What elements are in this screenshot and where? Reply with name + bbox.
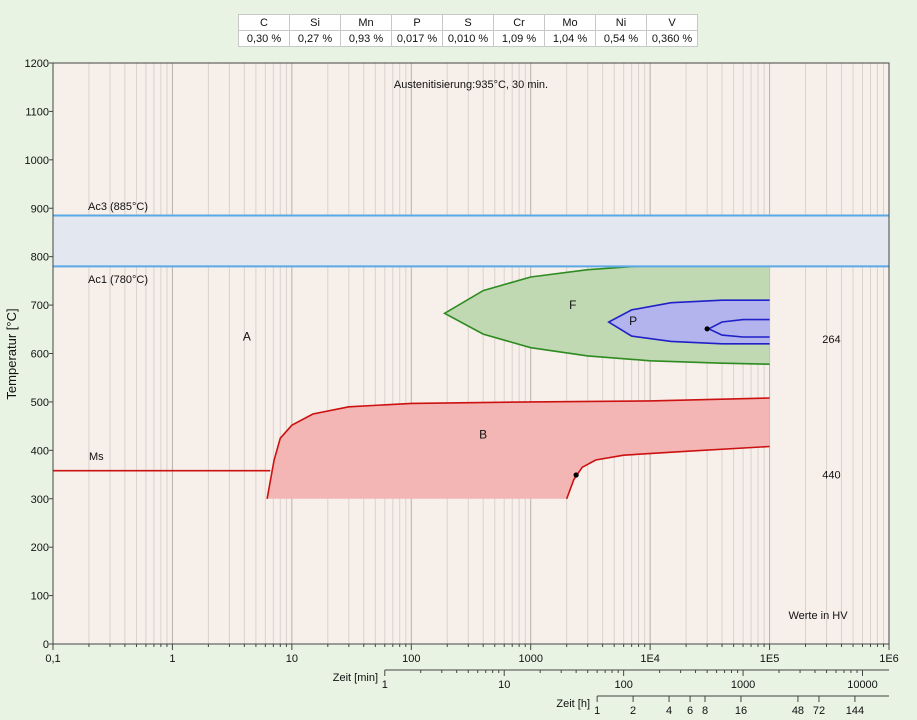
y-tick-label: 600	[31, 349, 49, 361]
y-axis-label: Temperatur [°C]	[4, 308, 19, 399]
y-tick-label: 0	[43, 639, 49, 651]
min-axis-label: Zeit [min]	[333, 672, 378, 684]
y-tick-label: 700	[31, 300, 49, 312]
element-value: 0,93 %	[340, 30, 392, 47]
element-value: 0,30 %	[238, 30, 290, 47]
region-label-p: P	[629, 314, 637, 328]
hour-axis-tick-label: 1	[594, 705, 600, 717]
hour-axis-tick-label: 144	[846, 705, 864, 717]
ac-band	[53, 215, 889, 267]
x-tick-label: 1000	[518, 653, 542, 665]
y-tick-label: 500	[31, 397, 49, 409]
hour-axis-tick-label: 8	[702, 705, 708, 717]
data-point	[704, 326, 710, 332]
region-label-b: B	[479, 427, 487, 441]
min-axis-tick-label: 100	[614, 679, 632, 691]
pearlite-region	[608, 300, 770, 344]
hardness-value: 264	[822, 334, 840, 346]
y-tick-label: 200	[31, 542, 49, 554]
chart-title: Austenitisierung:935°C, 30 min.	[394, 79, 548, 91]
x-tick-label: 100	[402, 653, 420, 665]
x-tick-label: 1E5	[760, 653, 780, 665]
x-tick-label: 1E6	[879, 653, 899, 665]
pearlite-start-curve	[607, 299, 770, 345]
composition-table: C Si Mn P S Cr Mo Ni V 0,30 % 0,27 % 0,9…	[238, 14, 698, 47]
element-value: 0,010 %	[442, 30, 494, 47]
y-tick-label: 1200	[25, 58, 49, 70]
x-tick-label: 10	[286, 653, 298, 665]
region-label-f: F	[569, 298, 576, 312]
y-tick-label: 300	[31, 494, 49, 506]
reference-lines	[53, 214, 889, 472]
x-tick-label: 1	[169, 653, 175, 665]
element-value: 1,09 %	[493, 30, 545, 47]
min-axis-tick-label: 10	[498, 679, 510, 691]
element-value: 0,017 %	[391, 30, 443, 47]
region-label-a: A	[243, 330, 251, 344]
data-point	[573, 472, 579, 478]
y-tick-label: 800	[31, 252, 49, 264]
hour-axis-tick-label: 2	[630, 705, 636, 717]
element-value: 0,54 %	[595, 30, 647, 47]
ac3-label: Ac3 (885°C)	[88, 201, 148, 213]
y-tick-label: 100	[31, 591, 49, 603]
x-tick-label: 0,1	[45, 653, 60, 665]
composition-value-row: 0,30 % 0,27 % 0,93 % 0,017 % 0,010 % 1,0…	[238, 30, 698, 47]
bainite-region	[267, 398, 770, 499]
hour-axis-tick-label: 48	[792, 705, 804, 717]
bainite-finish-curve	[565, 445, 770, 500]
ms-label: Ms	[89, 451, 104, 463]
x-tick-label: 1E4	[640, 653, 660, 665]
bainite-start-curve	[266, 397, 770, 499]
composition-header-row: C Si Mn P S Cr Mo Ni V	[238, 14, 698, 31]
hardness-unit-note: Werte in HV	[788, 610, 848, 622]
min-axis-tick-label: 1	[382, 679, 388, 691]
chart-labels: Austenitisierung:935°C, 30 min. Temperat…	[4, 79, 848, 710]
min-axis-tick-label: 1000	[731, 679, 755, 691]
hardness-value: 440	[822, 470, 840, 482]
hour-axis-tick-label: 72	[813, 705, 825, 717]
y-tick-label: 1100	[25, 106, 49, 118]
hour-axis-tick-label: 4	[666, 705, 672, 717]
y-tick-label: 1000	[25, 155, 49, 167]
element-value: 0,360 %	[646, 30, 698, 47]
y-tick-label: 400	[31, 445, 49, 457]
axes: 0100200300400500600700800900100011001200…	[25, 58, 899, 717]
y-tick-label: 900	[31, 203, 49, 215]
hour-axis-label: Zeit [h]	[556, 698, 590, 710]
transformation-regions	[266, 261, 770, 500]
hour-axis-tick-label: 6	[687, 705, 693, 717]
hour-axis-tick-label: 16	[735, 705, 747, 717]
ac1-label: Ac1 (780°C)	[88, 274, 148, 286]
min-axis-tick-label: 10000	[847, 679, 878, 691]
